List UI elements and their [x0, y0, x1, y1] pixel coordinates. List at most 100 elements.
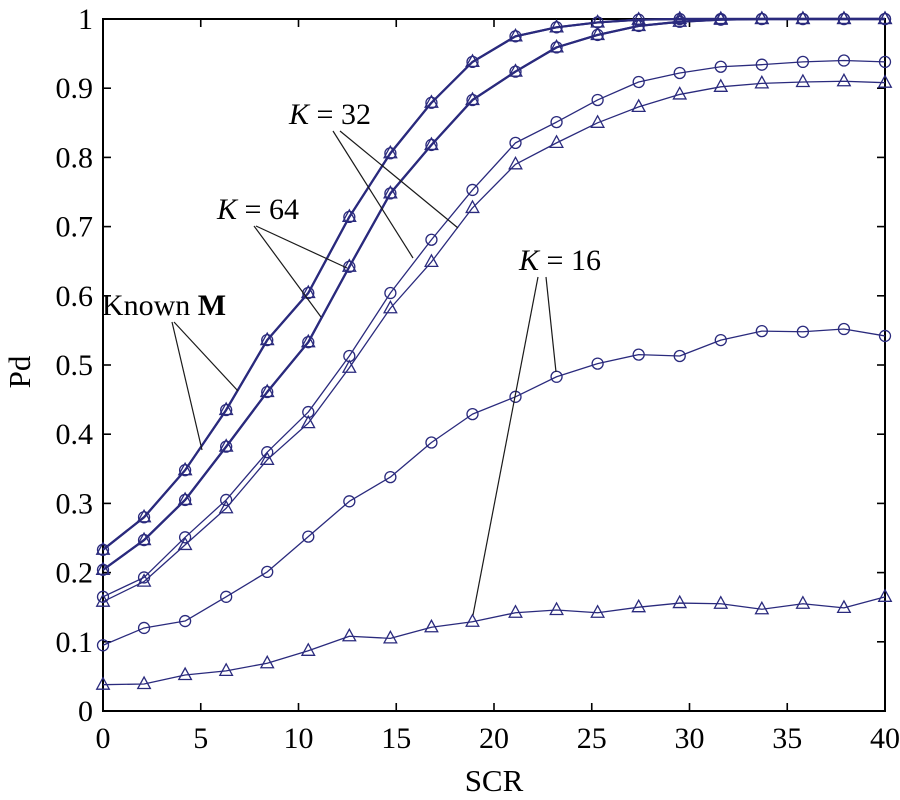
triangle-marker: [177, 461, 193, 476]
chart-generated-layer: 0 5 10 15 20 25 30 35 40 0 0.1 0.2 0.3 0.4 0.5 0.6 0.7 0.…: [56, 3, 900, 755]
circle-marker: [714, 333, 727, 347]
circle-marker: [425, 233, 438, 246]
circle-marker: [220, 403, 233, 417]
y-tick-label-0.3: 0.3: [56, 487, 94, 520]
triangle-marker: [795, 595, 811, 609]
x-tick-label-20: 20: [479, 722, 509, 755]
circle-marker: [178, 614, 192, 628]
triangle-marker: [300, 642, 316, 656]
circle-marker: [384, 187, 397, 200]
triangle-marker: [259, 654, 275, 669]
circle-marker: [302, 336, 315, 349]
circle-marker: [302, 530, 315, 543]
y-tick-label-0.6: 0.6: [56, 280, 94, 313]
triangle-marker: [259, 331, 275, 346]
circle-marker: [509, 30, 522, 43]
triangle-marker: [424, 618, 439, 633]
circle-marker: [137, 533, 151, 547]
circle-marker: [878, 55, 892, 69]
triangle-marker: [549, 134, 564, 149]
x-axis-label: SCR: [465, 763, 524, 798]
y-tick-label-0.1: 0.1: [56, 626, 94, 659]
triangle-marker: [177, 666, 193, 681]
triangle-marker: [341, 359, 357, 373]
triangle-marker: [508, 155, 523, 170]
circle-marker: [178, 493, 192, 507]
y-tick-label-0.9: 0.9: [56, 72, 94, 105]
circle-marker: [837, 322, 851, 336]
circle-marker: [632, 348, 645, 361]
circle-marker: [96, 639, 110, 652]
y-tick-label-0.4: 0.4: [56, 418, 94, 451]
circle-marker: [673, 349, 686, 363]
annotation-label-k16: K = 16: [518, 244, 601, 277]
triangle-marker: [508, 27, 523, 42]
annotation-label-known-m: Known M: [102, 289, 226, 322]
triangle-marker: [341, 208, 357, 223]
triangle-marker: [631, 598, 647, 613]
triangle-marker: [300, 414, 316, 429]
circle-marker: [796, 325, 810, 338]
triangle-marker: [508, 604, 523, 618]
triangle-marker: [382, 144, 398, 159]
circle-marker: [466, 55, 479, 69]
triangle-marker: [877, 74, 893, 88]
x-tick-label-35: 35: [772, 722, 802, 755]
annotation-k32: K = 32: [288, 98, 459, 259]
triangle-marker: [631, 98, 647, 113]
circle-marker: [96, 543, 110, 556]
annotation-k64: K = 64: [216, 193, 348, 318]
x-tick-label-5: 5: [193, 722, 208, 755]
circle-marker: [261, 385, 274, 399]
triangle-marker: [300, 333, 316, 348]
circle-marker: [591, 28, 604, 42]
circle-marker: [343, 495, 356, 508]
circle-marker: [425, 96, 438, 109]
triangle-marker: [424, 136, 439, 151]
circle-marker: [425, 138, 438, 152]
triangle-marker: [259, 451, 275, 465]
circle-marker: [466, 407, 479, 421]
circle-marker: [96, 563, 110, 576]
triangle-marker: [424, 94, 439, 108]
circle-marker: [384, 286, 397, 300]
circle-marker: [509, 136, 522, 150]
triangle-marker: [713, 595, 729, 609]
circle-marker: [343, 210, 356, 224]
triangle-marker: [95, 561, 111, 575]
triangle-marker: [382, 185, 398, 199]
tick-labels: 0 5 10 15 20 25 30 35 40 0 0.1 0.2 0.3 0.4 0.5 0.6 0.7 0.…: [56, 3, 900, 755]
circle-marker: [755, 324, 768, 338]
triangle-marker: [465, 53, 480, 68]
triangle-marker: [465, 91, 480, 106]
annotation-label-k32: K = 32: [288, 98, 371, 131]
triangle-marker: [300, 284, 316, 299]
triangle-marker: [549, 601, 564, 616]
circle-marker: [466, 93, 479, 107]
circle-marker: [425, 436, 438, 449]
circle-marker: [384, 470, 397, 484]
circle-marker: [755, 58, 768, 71]
circle-marker: [137, 621, 151, 635]
circle-marker: [632, 75, 645, 89]
circle-marker: [261, 565, 274, 579]
y-tick-label-0.8: 0.8: [56, 141, 94, 174]
triangle-marker: [877, 10, 893, 25]
triangle-marker: [218, 662, 234, 677]
triangle-marker: [95, 593, 111, 607]
annotation-k16: K = 16: [472, 244, 601, 616]
annotation-label-k64: K = 64: [216, 193, 299, 226]
circle-marker: [302, 405, 315, 419]
annotation-known-m: Known M: [102, 289, 239, 451]
triangle-marker: [465, 613, 480, 627]
triangle-marker: [795, 73, 811, 88]
triangle-marker: [590, 26, 606, 41]
y-axis-label: Pd: [2, 355, 37, 388]
circle-marker: [550, 41, 563, 54]
series-k-16-circle-marker: [96, 322, 892, 652]
triangle-marker: [549, 18, 564, 33]
y-tick-label-0.5: 0.5: [56, 349, 94, 382]
triangle-marker: [713, 11, 729, 25]
circle-marker: [178, 464, 192, 477]
